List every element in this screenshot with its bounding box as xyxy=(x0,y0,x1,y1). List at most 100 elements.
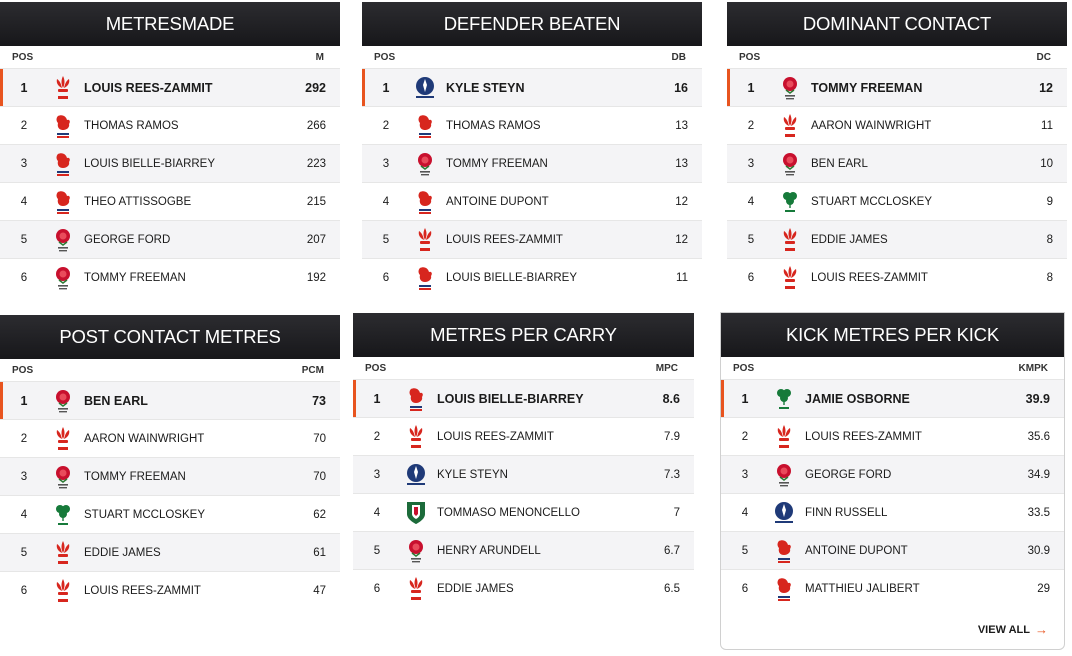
table-row[interactable]: 2 THOMAS RAMOS 13 xyxy=(362,106,702,144)
player-name[interactable]: TOMMY FREEMAN xyxy=(84,470,186,483)
italy-shield-icon xyxy=(401,498,431,528)
table-row[interactable]: 2 LOUIS REES-ZAMMIT 35.6 xyxy=(721,417,1064,455)
row-position: 5 xyxy=(20,546,28,559)
table-row[interactable]: 4 TOMMASO MENONCELLO 7 xyxy=(353,493,694,531)
panel-title: METRES PER CARRY xyxy=(353,313,694,357)
player-name[interactable]: LOUIS REES-ZAMMIT xyxy=(805,430,922,443)
stat-value: 33.5 xyxy=(1027,506,1050,519)
panel-metres-made: METRESMADE POS M 1 LOUIS REES-ZAMMIT 292 2 THOM… xyxy=(0,2,340,302)
table-row[interactable]: 1 JAMIE OSBORNE 39.9 xyxy=(721,379,1064,417)
table-row[interactable]: 5 HENRY ARUNDELL 6.7 xyxy=(353,531,694,569)
table-row[interactable]: 5 ANTOINE DUPONT 30.9 xyxy=(721,531,1064,569)
player-name[interactable]: TOMMASO MENONCELLO xyxy=(437,506,580,519)
player-name[interactable]: EDDIE JAMES xyxy=(84,546,161,559)
player-name[interactable]: TOMMY FREEMAN xyxy=(84,271,186,284)
table-row[interactable]: 6 LOUIS REES-ZAMMIT 47 xyxy=(0,571,340,609)
stat-column-label: M xyxy=(315,51,324,63)
table-row[interactable]: 6 EDDIE JAMES 6.5 xyxy=(353,569,694,607)
table-row[interactable]: 1 LOUIS REES-ZAMMIT 292 xyxy=(0,68,340,106)
player-name[interactable]: LOUIS REES-ZAMMIT xyxy=(84,80,213,95)
table-row[interactable]: 2 LOUIS REES-ZAMMIT 7.9 xyxy=(353,417,694,455)
player-name[interactable]: TOMMY FREEMAN xyxy=(811,80,923,95)
player-name[interactable]: LOUIS REES-ZAMMIT xyxy=(446,233,563,246)
table-row[interactable]: 5 EDDIE JAMES 8 xyxy=(727,220,1067,258)
table-row[interactable]: 3 TOMMY FREEMAN 70 xyxy=(0,457,340,495)
england-rose-icon xyxy=(775,73,805,103)
table-row[interactable]: 5 LOUIS REES-ZAMMIT 12 xyxy=(362,220,702,258)
table-row[interactable]: 3 KYLE STEYN 7.3 xyxy=(353,455,694,493)
player-name[interactable]: THEO ATTISSOGBE xyxy=(84,195,192,208)
player-name[interactable]: TOMMY FREEMAN xyxy=(446,157,548,170)
table-row[interactable]: 6 MATTHIEU JALIBERT 29 xyxy=(721,569,1064,607)
france-rooster-icon xyxy=(48,149,78,179)
stat-value: 30.9 xyxy=(1027,544,1050,557)
france-rooster-icon xyxy=(769,536,799,566)
table-row[interactable]: 1 BEN EARL 73 xyxy=(0,381,340,419)
stat-column-label: DB xyxy=(671,51,686,63)
table-row[interactable]: 2 AARON WAINWRIGHT 11 xyxy=(727,106,1067,144)
player-name[interactable]: KYLE STEYN xyxy=(437,468,508,481)
table-row[interactable]: 6 LOUIS REES-ZAMMIT 8 xyxy=(727,258,1067,296)
table-row[interactable]: 6 LOUIS BIELLE-BIARREY 11 xyxy=(362,258,702,296)
stat-value: 70 xyxy=(313,432,326,445)
player-name[interactable]: LOUIS REES-ZAMMIT xyxy=(84,584,201,597)
table-row[interactable]: 3 TOMMY FREEMAN 13 xyxy=(362,144,702,182)
player-name[interactable]: BEN EARL xyxy=(84,393,148,408)
wales-feathers-icon xyxy=(48,538,78,568)
player-name[interactable]: STUART MCCLOSKEY xyxy=(811,195,932,208)
player-name[interactable]: LOUIS BIELLE-BIARREY xyxy=(84,157,216,170)
player-name[interactable]: LOUIS BIELLE-BIARREY xyxy=(446,271,578,284)
player-name[interactable]: EDDIE JAMES xyxy=(811,233,888,246)
player-name[interactable]: KYLE STEYN xyxy=(446,80,525,95)
player-name[interactable]: GEORGE FORD xyxy=(84,233,171,246)
player-name[interactable]: HENRY ARUNDELL xyxy=(437,544,541,557)
table-row[interactable]: 3 LOUIS BIELLE-BIARREY 223 xyxy=(0,144,340,182)
player-name[interactable]: LOUIS REES-ZAMMIT xyxy=(437,430,554,443)
table-row[interactable]: 1 TOMMY FREEMAN 12 xyxy=(727,68,1067,106)
table-row[interactable]: 1 LOUIS BIELLE-BIARREY 8.6 xyxy=(353,379,694,417)
row-position: 5 xyxy=(382,233,390,246)
table-row[interactable]: 4 FINN RUSSELL 33.5 xyxy=(721,493,1064,531)
player-name[interactable]: FINN RUSSELL xyxy=(805,506,888,519)
row-position: 6 xyxy=(382,271,390,284)
player-name[interactable]: LOUIS BIELLE-BIARREY xyxy=(437,391,584,406)
wales-feathers-icon xyxy=(775,225,805,255)
england-rose-icon xyxy=(769,460,799,490)
france-rooster-icon xyxy=(48,111,78,141)
player-name[interactable]: BEN EARL xyxy=(811,157,868,170)
player-name[interactable]: MATTHIEU JALIBERT xyxy=(805,582,920,595)
table-row[interactable]: 3 BEN EARL 10 xyxy=(727,144,1067,182)
stat-value: 73 xyxy=(312,393,326,408)
table-row[interactable]: 5 EDDIE JAMES 61 xyxy=(0,533,340,571)
player-name[interactable]: GEORGE FORD xyxy=(805,468,892,481)
row-position: 5 xyxy=(741,544,749,557)
player-name[interactable]: EDDIE JAMES xyxy=(437,582,514,595)
player-name[interactable]: ANTOINE DUPONT xyxy=(805,544,908,557)
table-row[interactable]: 4 ANTOINE DUPONT 12 xyxy=(362,182,702,220)
stat-value: 8.6 xyxy=(662,391,680,406)
player-name[interactable]: AARON WAINWRIGHT xyxy=(84,432,205,445)
player-name[interactable]: AARON WAINWRIGHT xyxy=(811,119,932,132)
player-name[interactable]: STUART MCCLOSKEY xyxy=(84,508,205,521)
view-all-link[interactable]: VIEW ALL → xyxy=(978,622,1048,637)
table-row[interactable]: 1 KYLE STEYN 16 xyxy=(362,68,702,106)
table-row[interactable]: 5 GEORGE FORD 207 xyxy=(0,220,340,258)
row-position: 3 xyxy=(20,470,28,483)
stat-value: 8 xyxy=(1046,233,1053,246)
player-name[interactable]: THOMAS RAMOS xyxy=(84,119,179,132)
player-name[interactable]: ANTOINE DUPONT xyxy=(446,195,549,208)
table-row[interactable]: 4 THEO ATTISSOGBE 215 xyxy=(0,182,340,220)
table-row[interactable]: 4 STUART MCCLOSKEY 9 xyxy=(727,182,1067,220)
table-row[interactable]: 2 THOMAS RAMOS 266 xyxy=(0,106,340,144)
player-name[interactable]: JAMIE OSBORNE xyxy=(805,391,910,406)
pos-column-label: POS xyxy=(12,51,34,63)
table-row[interactable]: 4 STUART MCCLOSKEY 62 xyxy=(0,495,340,533)
player-name[interactable]: LOUIS REES-ZAMMIT xyxy=(811,271,928,284)
england-rose-icon xyxy=(401,536,431,566)
table-row[interactable]: 3 GEORGE FORD 34.9 xyxy=(721,455,1064,493)
scotland-thistle-icon xyxy=(401,460,431,490)
column-header: POS MPC xyxy=(353,357,694,379)
player-name[interactable]: THOMAS RAMOS xyxy=(446,119,541,132)
table-row[interactable]: 2 AARON WAINWRIGHT 70 xyxy=(0,419,340,457)
table-row[interactable]: 6 TOMMY FREEMAN 192 xyxy=(0,258,340,296)
